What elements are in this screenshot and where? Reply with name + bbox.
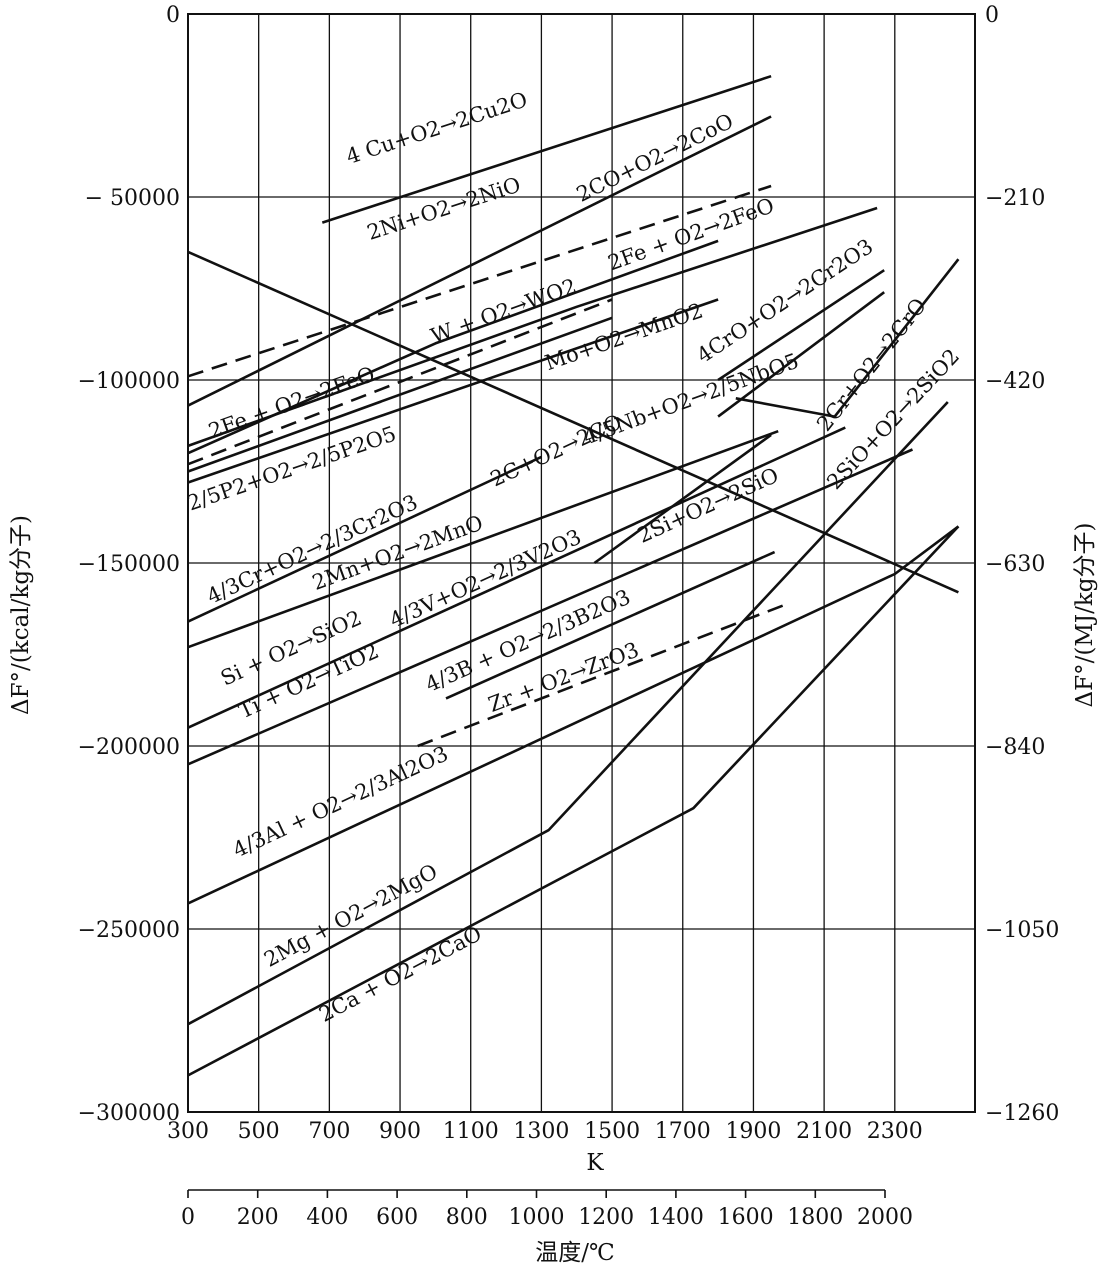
x-tick-label: 1500: [584, 1119, 640, 1144]
reaction-label: 4CrO+O2→2Cr2O3: [692, 234, 877, 368]
y-right-tick-label: −1260: [985, 1101, 1059, 1126]
series-line-16: [187, 448, 914, 766]
x-axis-title: K: [586, 1150, 604, 1176]
y-right-tick-label: −420: [985, 369, 1045, 394]
y-left-tick-label: −150000: [78, 552, 180, 577]
series-line-0: [321, 74, 772, 224]
x-tick-label: 1700: [655, 1119, 711, 1144]
celsius-axis-title: 温度/℃: [535, 1240, 614, 1266]
x-tick-label: 700: [308, 1119, 350, 1144]
x-tick-label: 1900: [725, 1119, 781, 1144]
x-tick-label: 2100: [796, 1119, 852, 1144]
x-tick-label: 900: [379, 1119, 421, 1144]
celsius-tick-label: 600: [376, 1205, 418, 1230]
x-tick-label: 300: [167, 1119, 209, 1144]
series-line-5: [187, 298, 613, 466]
celsius-tick-label: 2000: [857, 1205, 913, 1230]
y-right-tick-label: −1050: [985, 918, 1059, 943]
series-line-12: [735, 258, 960, 418]
series-line-21: [187, 525, 960, 1077]
x-tick-label: 2300: [867, 1119, 923, 1144]
y-right-tick-label: −840: [985, 735, 1045, 760]
celsius-tick-label: 1400: [648, 1205, 704, 1230]
reaction-label: 2CO+O2→2CoO: [573, 109, 737, 207]
reaction-label: 4/3Al + O2→2/3Al2O3: [229, 741, 452, 862]
y-axis-left-title: ΔF°/(kcal/kg分子): [8, 515, 34, 715]
y-left-tick-label: −250000: [78, 918, 180, 943]
reaction-label: 2Fe + O2→2FeO: [605, 193, 777, 275]
axis-layer: K 温度/℃ ΔF°/(kcal/kg分子) ΔF°/(MJ/kg分子) 300…: [8, 3, 1098, 1266]
series-line-20: [187, 401, 949, 1026]
y-left-tick-label: −200000: [78, 735, 180, 760]
celsius-tick-label: 800: [446, 1205, 488, 1230]
series-line-18: [417, 602, 790, 748]
series-line-13: [187, 455, 542, 623]
series-line-15: [187, 426, 846, 729]
y-axis-right-title: ΔF°/(MJ/kg分子): [1072, 523, 1098, 708]
y-left-tick-label: − 50000: [85, 186, 180, 211]
reaction-label: 2C+O2→2CO: [487, 410, 626, 492]
series-line-10: [187, 250, 959, 594]
series-line-19: [187, 525, 960, 905]
series-line-8: [717, 291, 885, 418]
series-line-1: [187, 115, 772, 407]
y-left-tick-label: −100000: [78, 369, 180, 394]
series-line-4: [187, 239, 719, 455]
x-tick-label: 1100: [443, 1119, 499, 1144]
series-line-6: [187, 316, 613, 473]
series-layer: [187, 74, 960, 1077]
celsius-tick-label: 1800: [787, 1205, 843, 1230]
series-line-7: [717, 269, 885, 382]
celsius-tick-label: 200: [237, 1205, 279, 1230]
series-line-2: [187, 184, 772, 378]
celsius-tick-label: 1600: [718, 1205, 774, 1230]
y-right-tick-label: 0: [985, 3, 999, 28]
y-right-tick-label: −210: [985, 186, 1045, 211]
series-line-17: [445, 550, 776, 700]
series-line-14: [187, 429, 779, 649]
reaction-label: 2Fe + O2→2FeO: [205, 362, 378, 444]
celsius-tick-label: 0: [181, 1205, 195, 1230]
y-left-tick-label: 0: [166, 3, 180, 28]
series-line-9: [187, 298, 719, 484]
series-line-11: [593, 433, 772, 565]
celsius-tick-label: 1000: [509, 1205, 565, 1230]
reaction-label: 4 Cu+O2→2Cu2O: [343, 87, 530, 169]
y-right-tick-label: −630: [985, 552, 1045, 577]
plot-frame: [187, 13, 976, 1113]
celsius-tick-label: 1200: [578, 1205, 634, 1230]
celsius-tick-label: 400: [306, 1205, 348, 1230]
series-line-3: [187, 206, 878, 448]
x-tick-label: 500: [238, 1119, 280, 1144]
x-tick-label: 1300: [513, 1119, 569, 1144]
y-left-tick-label: −300000: [78, 1101, 180, 1126]
